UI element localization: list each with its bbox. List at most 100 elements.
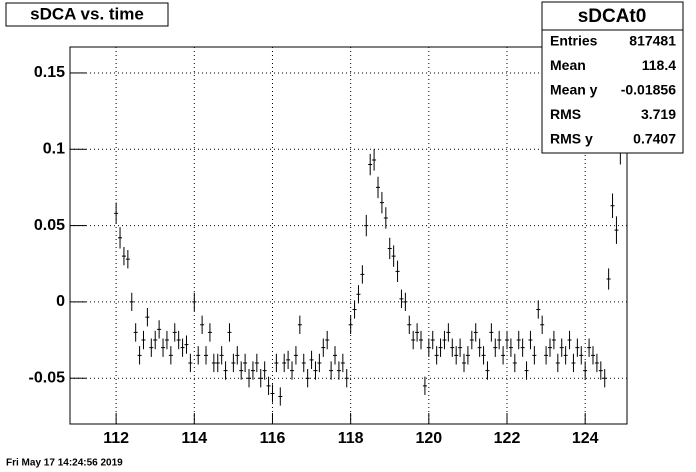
error-bar	[403, 292, 408, 312]
stats-frame	[541, 1, 684, 154]
error-bar	[313, 361, 318, 380]
error-bar	[293, 346, 298, 365]
error-bar	[485, 361, 490, 380]
error-bar	[364, 214, 369, 237]
error-bar	[114, 202, 119, 225]
plot-frame	[69, 46, 628, 425]
error-bar	[290, 361, 295, 380]
x-tick-label: 118	[338, 430, 364, 447]
error-bar	[383, 207, 388, 229]
error-bar	[333, 346, 338, 365]
error-bar	[563, 346, 568, 365]
error-bar	[505, 330, 510, 350]
stats-label: Mean	[550, 57, 586, 73]
error-bar	[438, 338, 443, 357]
stats-box: sDCAt0	[541, 1, 684, 154]
error-bar	[204, 346, 209, 365]
error-bar	[430, 330, 435, 350]
error-bar	[520, 338, 525, 357]
error-bar	[372, 149, 377, 171]
error-bar	[247, 369, 252, 388]
error-bar	[348, 315, 353, 334]
error-bar	[176, 330, 181, 350]
error-bar	[489, 323, 494, 342]
error-bar	[465, 346, 470, 365]
error-bar	[567, 330, 572, 350]
error-bar	[426, 338, 431, 357]
error-bar	[270, 384, 275, 403]
y-tick-label: 0.05	[34, 217, 65, 234]
error-bar	[305, 369, 310, 388]
error-bar	[137, 346, 142, 365]
error-bar	[133, 323, 138, 342]
error-bar	[598, 361, 603, 380]
error-bar	[458, 338, 463, 357]
y-tick-label: -0.05	[29, 369, 66, 386]
error-bar	[415, 323, 420, 342]
stats-label: Mean y	[550, 82, 598, 98]
error-bar	[606, 268, 611, 290]
error-bar	[325, 330, 330, 350]
error-bar	[196, 346, 201, 365]
error-bar	[153, 330, 158, 350]
x-tick-label: 116	[260, 430, 286, 447]
error-bar	[544, 346, 549, 365]
y-tick-label: 0.15	[34, 64, 65, 81]
error-bar	[524, 361, 529, 380]
error-bar	[442, 330, 447, 350]
error-bar	[602, 369, 607, 388]
error-bar	[301, 353, 306, 373]
error-bar	[164, 330, 169, 350]
error-bar	[579, 346, 584, 365]
error-bar	[235, 346, 240, 365]
error-bar	[450, 338, 455, 357]
error-bar	[587, 338, 592, 357]
error-bar	[172, 323, 177, 342]
stats-label: RMS y	[550, 131, 593, 147]
error-bar	[360, 265, 365, 284]
error-bar	[434, 346, 439, 365]
error-bar	[493, 338, 498, 357]
error-bar	[575, 338, 580, 357]
error-bar	[419, 330, 424, 350]
stats-value: 0.7407	[633, 131, 676, 147]
stats-label: RMS	[550, 106, 581, 122]
error-bar	[215, 353, 220, 373]
error-bar	[180, 338, 185, 357]
error-bar	[278, 387, 283, 406]
error-bar	[497, 330, 502, 350]
error-bar	[227, 323, 232, 342]
error-bar	[262, 361, 267, 380]
x-tick-label: 112	[103, 430, 129, 447]
error-bar	[309, 350, 314, 370]
error-bar	[462, 353, 467, 373]
error-bar	[559, 338, 564, 357]
error-bar	[446, 323, 451, 342]
error-bar	[168, 346, 173, 365]
stats-value: 817481	[629, 33, 676, 49]
error-bar	[223, 361, 228, 380]
error-bar	[391, 245, 396, 267]
error-bar	[571, 353, 576, 373]
error-bar	[368, 153, 373, 176]
error-bar	[258, 369, 263, 388]
error-bar	[219, 346, 224, 365]
stats-title: sDCAt0	[578, 6, 647, 27]
error-bar	[352, 300, 357, 319]
error-bar	[145, 308, 150, 327]
error-bar	[516, 330, 521, 350]
error-bar	[161, 338, 166, 357]
error-bar	[317, 353, 322, 373]
stats-value: 3.719	[641, 106, 676, 122]
title-box	[5, 2, 169, 27]
error-bar	[532, 346, 537, 365]
error-bar	[231, 353, 236, 373]
error-bar	[266, 376, 271, 395]
footer: Fri May 17 14:24:56 2019	[6, 458, 123, 469]
error-bar	[118, 227, 123, 249]
error-bar	[614, 216, 619, 244]
error-bar	[184, 335, 189, 354]
error-bar	[200, 315, 205, 334]
error-bar	[407, 315, 412, 334]
error-bar	[583, 361, 588, 380]
